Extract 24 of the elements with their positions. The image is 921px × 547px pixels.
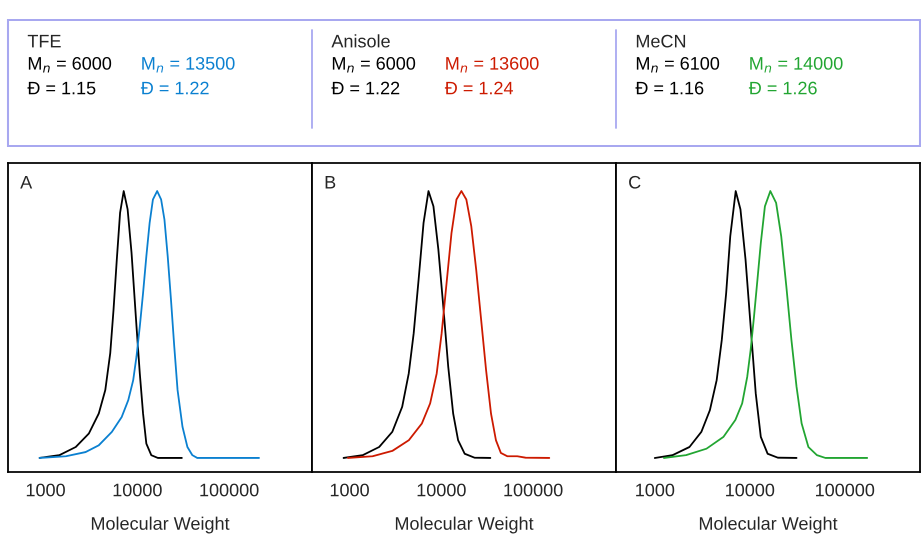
legend-title: TFE [28, 34, 61, 48]
x-tick-label: 1000 [26, 484, 65, 496]
x-tick-label: 10000 [726, 484, 774, 496]
x-tick-label: 1000 [330, 484, 369, 496]
text: M$_{n}$ = 13600 Đ = 1.24 [444, 56, 539, 94]
legend-title: Anisole [331, 34, 390, 48]
text: B [326, 176, 336, 188]
x-tick-label: 10000 [418, 484, 466, 496]
legend-title: MeCN [636, 34, 686, 48]
x-axis-title: Molecular Weight [700, 516, 838, 534]
text: A [20, 176, 32, 188]
x-axis-title: Molecular Weight [396, 516, 534, 534]
x-tick-label: 10000 [114, 484, 162, 496]
x-tick-label: 1000 [636, 484, 674, 496]
x-axis-title: Molecular Weight [92, 516, 230, 534]
text: M$_{n}$ = 6100 Đ = 1.16 [636, 56, 720, 94]
text: M$_{n}$ = 14000 Đ = 1.26 [748, 56, 843, 94]
x-tick-label: 100000 [816, 484, 874, 496]
x-tick-label: 100000 [504, 484, 563, 496]
x-tick-label: 100000 [200, 484, 259, 496]
text: M$_{n}$ = 6000 Đ = 1.15 [28, 56, 112, 94]
text: M$_{n}$ = 6000 Đ = 1.22 [332, 56, 416, 94]
text: M$_{n}$ = 13500 Đ = 1.22 [140, 56, 235, 94]
text: C [629, 176, 641, 189]
